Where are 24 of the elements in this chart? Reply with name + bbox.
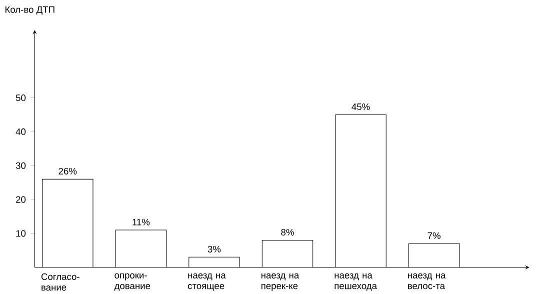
y-axis-title: Кол-во ДТП (5, 6, 54, 15)
data-label: 7% (428, 232, 440, 239)
x-tick-label: наезд на перек-ке (261, 273, 300, 292)
y-tick-label: 20 (16, 196, 26, 203)
data-label: 45% (352, 104, 370, 110)
x-tick-label: наезд на стоящее (188, 273, 226, 291)
y-tick-label: 10 (16, 230, 26, 237)
data-label: 11% (132, 218, 150, 226)
x-tick-label: Согласо-вание (41, 273, 80, 291)
x-tick-label: наезд на пешехода (334, 273, 378, 291)
data-label: 8% (281, 228, 294, 236)
bar (42, 178, 94, 268)
y-tick-label: 40 (16, 128, 26, 136)
x-tick-label: наезд на велос-та (408, 273, 446, 290)
bar (115, 230, 167, 268)
bar (262, 240, 314, 268)
y-tick-label: 30 (16, 162, 26, 169)
x-tick-label: опроки-дование (114, 273, 150, 291)
bar (408, 243, 460, 268)
data-label: 26% (58, 168, 77, 174)
y-tick-label: 50 (16, 94, 26, 102)
data-label: 3% (208, 246, 221, 252)
bar (335, 114, 386, 268)
bar (188, 256, 240, 268)
